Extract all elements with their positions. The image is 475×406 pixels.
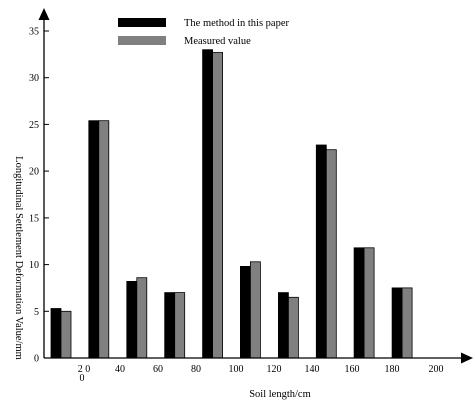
legend: The method in this paper Measured value bbox=[118, 18, 289, 47]
bar-measured-110 bbox=[249, 261, 261, 359]
bar-measured-90 bbox=[212, 52, 224, 359]
x-axis-label: Soil length/cm bbox=[249, 389, 311, 400]
bar-method-110 bbox=[239, 265, 251, 359]
bars-group bbox=[50, 49, 413, 359]
legend-label-method: The method in this paper bbox=[184, 18, 289, 29]
legend-swatch-method bbox=[118, 18, 166, 27]
bar-method-30 bbox=[88, 120, 100, 359]
bar-method-10 bbox=[50, 308, 62, 359]
x-tick-label-8: 180 bbox=[385, 364, 400, 375]
y-tick-label-15: 15 bbox=[29, 213, 39, 224]
bar-measured-30 bbox=[98, 120, 110, 359]
y-ticks-group: 0 5 10 15 20 25 30 35 bbox=[29, 27, 49, 365]
bar-measured-170 bbox=[363, 247, 375, 359]
x-tick-label-3: 80 bbox=[191, 364, 201, 375]
bar-method-190 bbox=[391, 287, 403, 359]
y-tick-label-5: 5 bbox=[34, 307, 39, 318]
bar-measured-190 bbox=[401, 287, 413, 359]
x-tick-label-0: 2 0 bbox=[78, 364, 91, 375]
y-axis-arrow bbox=[38, 8, 50, 20]
bar-method-130 bbox=[277, 292, 289, 359]
bar-method-70 bbox=[164, 292, 176, 359]
x-tick-label-zero: 0 bbox=[80, 373, 85, 384]
x-tick-label-1: 40 bbox=[115, 364, 125, 375]
bar-measured-150 bbox=[325, 149, 337, 359]
x-tick-label-4: 100 bbox=[229, 364, 244, 375]
bar-method-150 bbox=[315, 144, 327, 359]
y-tick-label-10: 10 bbox=[29, 260, 39, 271]
y-axis-label: Longitudinal Settlement Deformation Valu… bbox=[13, 156, 24, 360]
legend-swatch-measured bbox=[118, 36, 166, 45]
x-tick-label-5: 120 bbox=[267, 364, 282, 375]
legend-label-measured: Measured value bbox=[184, 36, 251, 47]
bar-method-50 bbox=[126, 280, 138, 359]
bar-measured-10 bbox=[60, 310, 72, 359]
y-tick-label-25: 25 bbox=[29, 120, 39, 131]
x-tick-label-7: 160 bbox=[345, 364, 360, 375]
bar-measured-50 bbox=[136, 277, 148, 359]
y-tick-label-30: 30 bbox=[29, 73, 39, 84]
bar-method-170 bbox=[353, 247, 365, 359]
y-tick-label-20: 20 bbox=[29, 167, 39, 178]
bar-method-90 bbox=[202, 49, 214, 359]
x-tick-label-9: 200 bbox=[429, 364, 444, 375]
x-tick-label-6: 140 bbox=[305, 364, 320, 375]
y-tick-label-0: 0 bbox=[34, 354, 39, 365]
bar-measured-130 bbox=[287, 296, 299, 359]
bar-measured-70 bbox=[174, 292, 186, 359]
x-axis-arrow bbox=[461, 352, 473, 364]
x-tick-label-2: 60 bbox=[153, 364, 163, 375]
y-tick-label-35: 35 bbox=[29, 27, 39, 38]
